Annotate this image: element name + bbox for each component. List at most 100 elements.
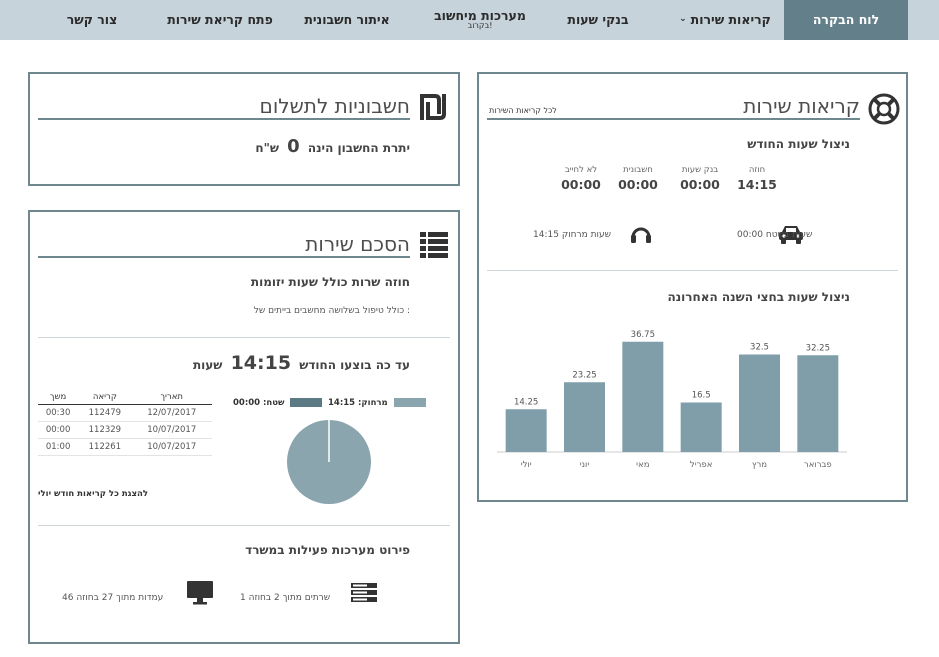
nav-computer-systems-label: מערכות מיחשוב [434, 8, 526, 24]
legend-onsite-label: שטח: 00:00 [233, 398, 285, 408]
car-icon [777, 223, 805, 245]
servers-count: 1 שרתים מתוך 2 בחוזה [240, 593, 331, 603]
table-row[interactable]: 00:00 112329 10/07/2017 [38, 421, 212, 439]
calls-table: משך קריאה תאריך 00:30 112479 12/07/2017 … [38, 390, 212, 456]
invoices-panel: חשבוניות לתשלום יתרת החשבון הינה 0 ש"ח [28, 72, 460, 186]
col-duration: משך [38, 390, 79, 405]
stat-value-contract: 14:15 [737, 177, 777, 192]
service-agreement-panel: הסכם שירות חוזה שרות כולל שעות יזומות כו… [28, 210, 460, 644]
col-call: קריאה [78, 390, 132, 405]
col-date: תאריך [131, 390, 212, 405]
cell-duration: 01:00 [38, 438, 79, 456]
bar-value-label: 36.75 [631, 330, 655, 340]
stat-value-no-charge: 00:00 [561, 177, 601, 192]
monitor-icon [187, 581, 213, 605]
halfyear-usage-title: ניצול שעות בחצי השנה האחרונה [667, 290, 850, 304]
monthly-usage-title: ניצול שעות החודש [747, 137, 850, 151]
title-underline [487, 118, 860, 120]
bar [564, 382, 605, 452]
bar-category-label: יולי [521, 460, 532, 470]
stat-label-contract: חוזה [748, 165, 766, 175]
halfyear-bar-chart: 32.25 פברואר 32.5 מרץ 16.5 אפריל 36.75 מאי 23.25… [497, 330, 847, 470]
table-row[interactable]: 01:00 112261 10/07/2017 [38, 438, 212, 456]
bar-value-label: 32.25 [806, 343, 830, 353]
agreement-underline [38, 256, 410, 258]
legend-remote: מרחוק: 14:15 [328, 398, 426, 408]
cell-call: 112479 [78, 404, 132, 422]
divider [487, 270, 898, 271]
cell-duration: 00:30 [38, 404, 79, 422]
bar-category-label: מרץ [752, 460, 767, 470]
legend-onsite: שטח: 00:00 [233, 398, 323, 408]
list-icon [420, 230, 448, 258]
stat-label-hour-bank: בנק שעות [681, 165, 719, 175]
bar [797, 355, 839, 452]
stat-value-invoice: 00:00 [618, 177, 658, 192]
top-nav: לוח הבקרה ⌄ קריאות שירות בנקי שעות מערכו… [0, 0, 939, 40]
balance-prefix: יתרת החשבון הינה [307, 141, 410, 155]
table-header-row: משך קריאה תאריך [38, 390, 212, 405]
month-calls-link[interactable]: להצגת כל קריאות חודש יולי [38, 489, 148, 499]
cell-duration: 00:00 [38, 421, 79, 439]
cell-date: 10/07/2017 [131, 438, 212, 456]
nav-open-call[interactable]: פתח קריאת שירות [167, 12, 273, 28]
hours-pie-chart [287, 420, 371, 504]
bar [622, 341, 664, 452]
contract-title: חוזה שרות כולל שעות יזומות [250, 275, 410, 289]
done-hours-line: עד כה בוצעו החודש 14:15 שעות [193, 352, 410, 374]
bar-value-label: 16.5 [692, 391, 711, 401]
nav-service-calls[interactable]: ⌄ קריאות שירות [668, 0, 782, 40]
nav-contact[interactable]: צור קשר [66, 12, 118, 28]
cell-call: 112261 [78, 438, 132, 456]
divider [38, 337, 450, 338]
onsite-hours: 00:00 שעות בשטח [737, 230, 813, 240]
lifebuoy-icon [868, 93, 900, 125]
nav-dashboard[interactable]: לוח הבקרה [784, 0, 908, 40]
invoices-title: חשבוניות לתשלום [259, 94, 410, 118]
nav-computer-systems[interactable]: מערכות מיחשוב בקרוב! [420, 0, 540, 40]
bar-value-label: 23.25 [572, 370, 596, 380]
nav-invoice-search[interactable]: איתור חשבונית [304, 12, 390, 28]
balance-line: יתרת החשבון הינה 0 ש"ח [255, 136, 410, 157]
contract-desc: כולל טיפול בשלושה מחשבים בייתים של : [253, 306, 410, 316]
service-calls-panel: קריאות שירות לכל קריאות השירות ניצול שעו… [477, 72, 908, 502]
all-calls-link[interactable]: לכל קריאות השירות [489, 106, 557, 115]
stat-label-no-charge: לא לחייב [564, 165, 598, 175]
chevron-down-icon: ⌄ [679, 14, 687, 25]
bar-category-label: מאי [636, 460, 649, 470]
invoices-underline [38, 118, 410, 120]
balance-value: 0 [287, 136, 300, 157]
nav-hour-banks[interactable]: בנקי שעות [567, 12, 629, 28]
cell-date: 10/07/2017 [131, 421, 212, 439]
legend-remote-label: מרחוק: 14:15 [328, 398, 388, 408]
bar-category-label: יוני [580, 460, 590, 470]
office-systems-title: פירוט מערכות פעילות במשרד [245, 543, 410, 557]
shekel-icon [418, 92, 448, 122]
cell-call: 112329 [78, 421, 132, 439]
bar [739, 354, 780, 452]
stat-label-invoice: חשבונית [623, 165, 653, 175]
workstations-count: 46 עמדות מתוך 27 בחוזה [62, 593, 164, 603]
done-label: עד כה בוצעו החודש [299, 358, 410, 372]
bar-category-label: אפריל [690, 460, 713, 470]
bar-category-label: פברואר [804, 460, 832, 470]
service-calls-title: קריאות שירות [743, 94, 860, 118]
cell-date: 12/07/2017 [131, 404, 212, 422]
headset-icon [630, 224, 652, 244]
done-unit: שעות [192, 358, 223, 372]
nav-service-calls-label: קריאות שירות [690, 12, 771, 28]
divider [38, 525, 450, 526]
nav-coming-soon: בקרוב! [467, 21, 493, 31]
server-icon [351, 583, 377, 603]
agreement-title: הסכם שירות [305, 232, 410, 256]
bar [680, 402, 722, 452]
bar [505, 409, 547, 452]
bar-value-label: 32.5 [750, 343, 769, 353]
balance-unit: ש"ח [255, 141, 279, 155]
table-row[interactable]: 00:30 112479 12/07/2017 [38, 404, 212, 422]
stat-value-hour-bank: 00:00 [680, 177, 720, 192]
remote-hours: 14:15 שעות מרחוק [533, 230, 611, 240]
legend-onsite-swatch [290, 398, 323, 407]
legend-remote-swatch [393, 398, 426, 407]
done-value: 14:15 [230, 352, 292, 374]
